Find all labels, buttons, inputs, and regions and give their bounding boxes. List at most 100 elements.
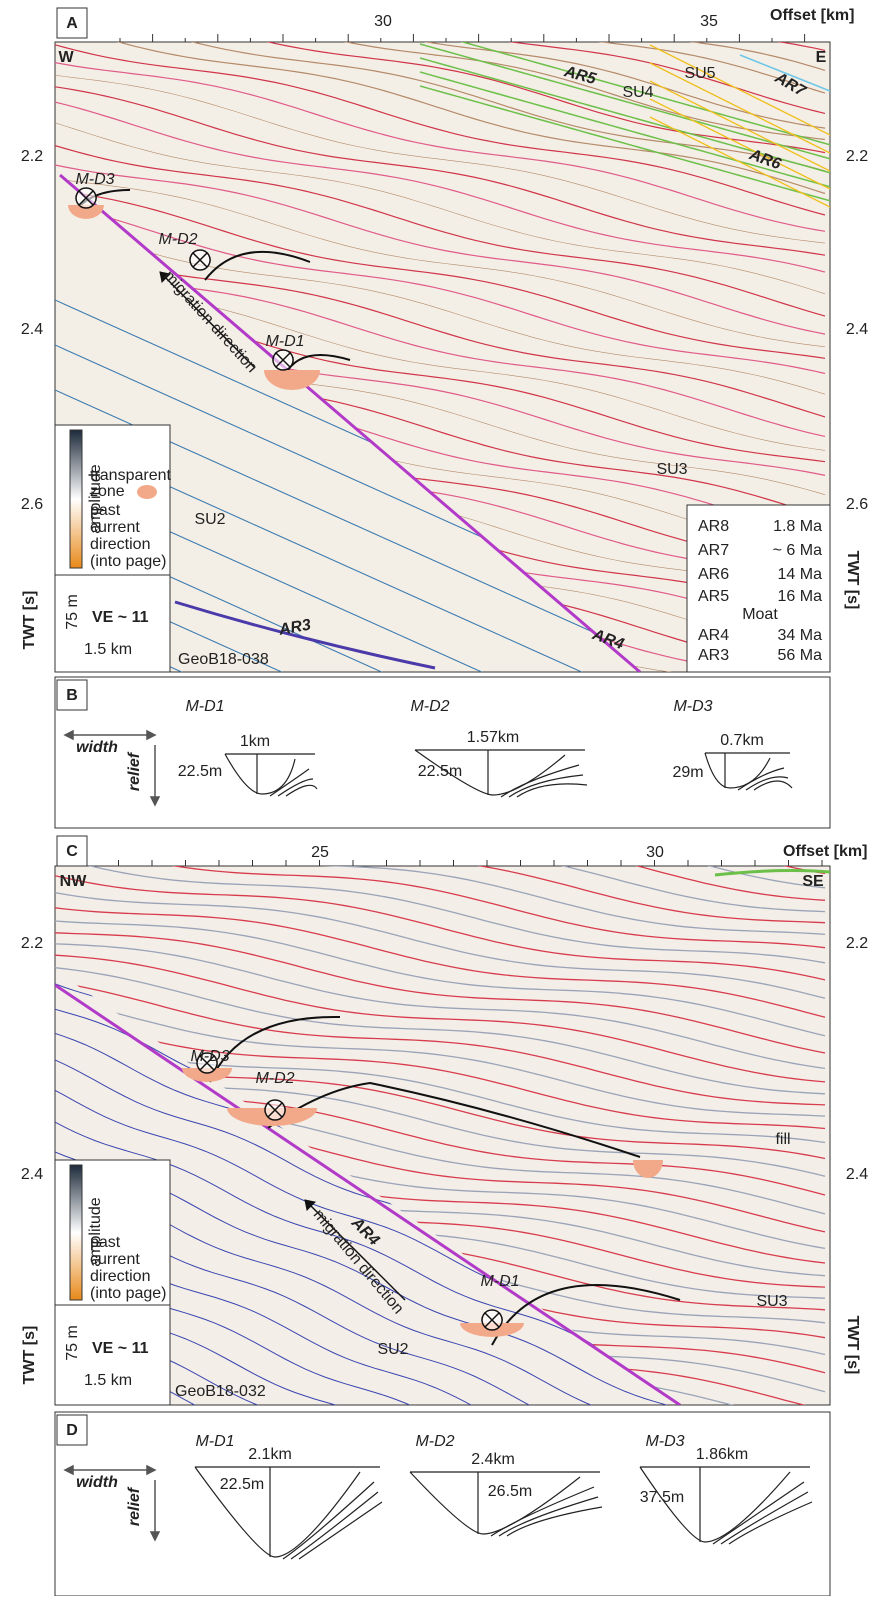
feature-label: M-D3: [75, 171, 114, 188]
horizon: [55, 981, 826, 1106]
horizon: [55, 42, 826, 129]
horizon: [55, 145, 826, 317]
arrow-head: [159, 271, 172, 284]
axis-title: TWT [s]: [844, 551, 861, 610]
unit-label: SU3: [656, 461, 687, 478]
feature-label: M-D3: [190, 1048, 229, 1065]
legend-text: amplitude: [87, 464, 104, 533]
horizon: [55, 86, 826, 256]
age-legend: [686, 504, 831, 673]
x-tick-label: 25: [311, 844, 329, 861]
direction: SE: [802, 873, 824, 890]
section: [285, 784, 318, 797]
panel-label: B: [66, 687, 78, 704]
current-marker: [199, 1055, 215, 1071]
horizon: [55, 943, 826, 1070]
horizon: [209, 1015, 341, 1083]
y-tick-label: 2.4: [21, 321, 43, 338]
x-tick-label: 35: [700, 13, 718, 30]
legend-text: (into page): [90, 1285, 167, 1302]
horizon: [55, 954, 826, 1083]
width-arrow: [63, 1464, 157, 1476]
age-name: AR4: [698, 627, 729, 644]
horizon: [55, 967, 826, 1095]
section: [298, 1501, 383, 1560]
y-tick-label: 2.6: [846, 496, 868, 513]
age-name: AR7: [698, 542, 729, 559]
current-marker: [267, 1102, 283, 1118]
feature-name: M-D1: [195, 1433, 234, 1450]
section: [282, 1481, 375, 1560]
transparent-zone: [633, 1160, 663, 1178]
feature-name: M-D2: [410, 698, 449, 715]
horizon: [174, 600, 436, 670]
feature-name: M-D3: [645, 1433, 684, 1450]
horizon: [419, 71, 830, 188]
horizon: [419, 85, 830, 202]
horizon: [55, 75, 826, 244]
section: [728, 1501, 813, 1545]
unit-label: SU2: [377, 1341, 408, 1358]
horizon: [55, 866, 826, 901]
width-arrow: [63, 729, 157, 741]
panel-label-box: [56, 1414, 88, 1446]
age-name: AR5: [698, 588, 729, 605]
horizon: [55, 203, 826, 375]
width-value: 2.4km: [471, 1451, 515, 1468]
horizon: [55, 223, 826, 395]
legend-text: current: [90, 519, 140, 536]
y-tick-label: 2.2: [846, 935, 868, 952]
section: [409, 1471, 600, 1535]
direction: E: [816, 49, 827, 66]
age-value: 16 Ma: [778, 588, 823, 605]
width-value: 1km: [240, 733, 270, 750]
profile-id: GeoB18-038: [178, 651, 269, 668]
section: [737, 767, 785, 791]
age-name: AR8: [698, 518, 729, 535]
horizon: [739, 54, 830, 92]
legend-text: direction: [90, 1268, 150, 1285]
section: [414, 749, 585, 796]
unit-label: SU4: [622, 84, 653, 101]
legend-text: transparent: [90, 467, 171, 484]
section: [745, 776, 789, 791]
y-tick-label: 2.4: [21, 1166, 43, 1183]
horizon: [55, 866, 826, 949]
transparent-zone: [182, 1068, 232, 1082]
panel-label-box: [56, 679, 88, 711]
section: [490, 1486, 595, 1537]
current-marker: [275, 352, 291, 368]
axis-title: TWT [s]: [21, 1326, 38, 1385]
horizon: [649, 62, 830, 154]
horizon: [55, 1015, 826, 1130]
direction: NW: [60, 873, 88, 890]
section: [277, 778, 314, 797]
horizon: [649, 98, 830, 190]
width-value: 1.57km: [467, 729, 519, 746]
width-value: 1.86km: [696, 1446, 748, 1463]
x-tick-label: 30: [646, 844, 664, 861]
horizon: [460, 42, 830, 146]
section: [712, 1481, 805, 1545]
panel-label: A: [66, 15, 78, 32]
width-label: width: [76, 1474, 118, 1491]
section: [194, 1466, 380, 1558]
horizon: [419, 57, 830, 174]
section: [500, 764, 580, 798]
section: [269, 768, 310, 797]
moat-label: Moat: [742, 606, 778, 623]
legend-swatch: [137, 485, 157, 499]
horizon: [55, 164, 826, 335]
horizon: [419, 43, 830, 160]
horizon: [267, 1081, 641, 1158]
legend-text: past: [90, 502, 121, 519]
horizon: [55, 875, 826, 981]
feature-label: M-D2: [255, 1070, 294, 1087]
age-value: 1.8 Ma: [773, 518, 822, 535]
horizon: [204, 251, 311, 281]
legend-text: zone: [90, 483, 125, 500]
horizon: [649, 80, 830, 172]
transparent-zone: [68, 205, 104, 219]
age-name: AR3: [698, 647, 729, 664]
